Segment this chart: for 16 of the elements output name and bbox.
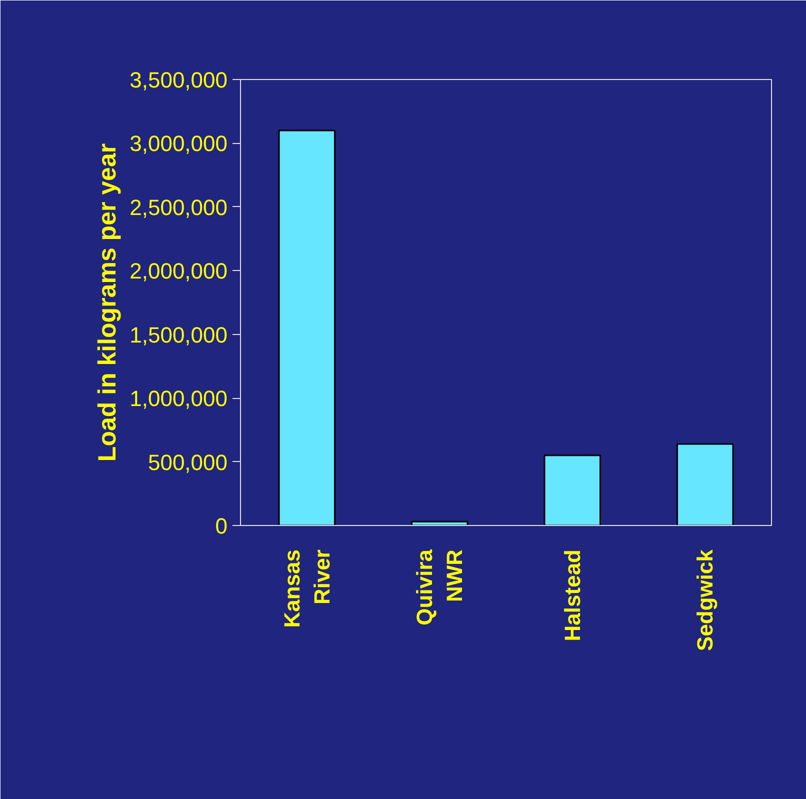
x-tick-label: Sedgwick xyxy=(692,548,718,651)
y-axis-title: Load in kilograms per year xyxy=(94,143,122,462)
y-tick-label: 2,000,000 xyxy=(130,258,228,284)
y-tick-label: 1,500,000 xyxy=(130,322,228,348)
y-tick-label: 2,500,000 xyxy=(130,194,228,220)
bar xyxy=(544,454,602,526)
bar xyxy=(278,130,336,526)
y-tick-label: 500,000 xyxy=(148,450,228,475)
y-tick-label: 1,000,000 xyxy=(130,386,228,412)
y-tick-label: 3,500,000 xyxy=(130,68,228,92)
y-tick-label: 3,000,000 xyxy=(130,131,228,156)
x-tick-label: Quivira NWR xyxy=(412,548,468,626)
y-tick-label: 0 xyxy=(215,514,228,538)
bar xyxy=(676,443,734,526)
x-tick-label: Halstead xyxy=(560,549,585,642)
x-tick-label: Kansas River xyxy=(279,549,334,628)
